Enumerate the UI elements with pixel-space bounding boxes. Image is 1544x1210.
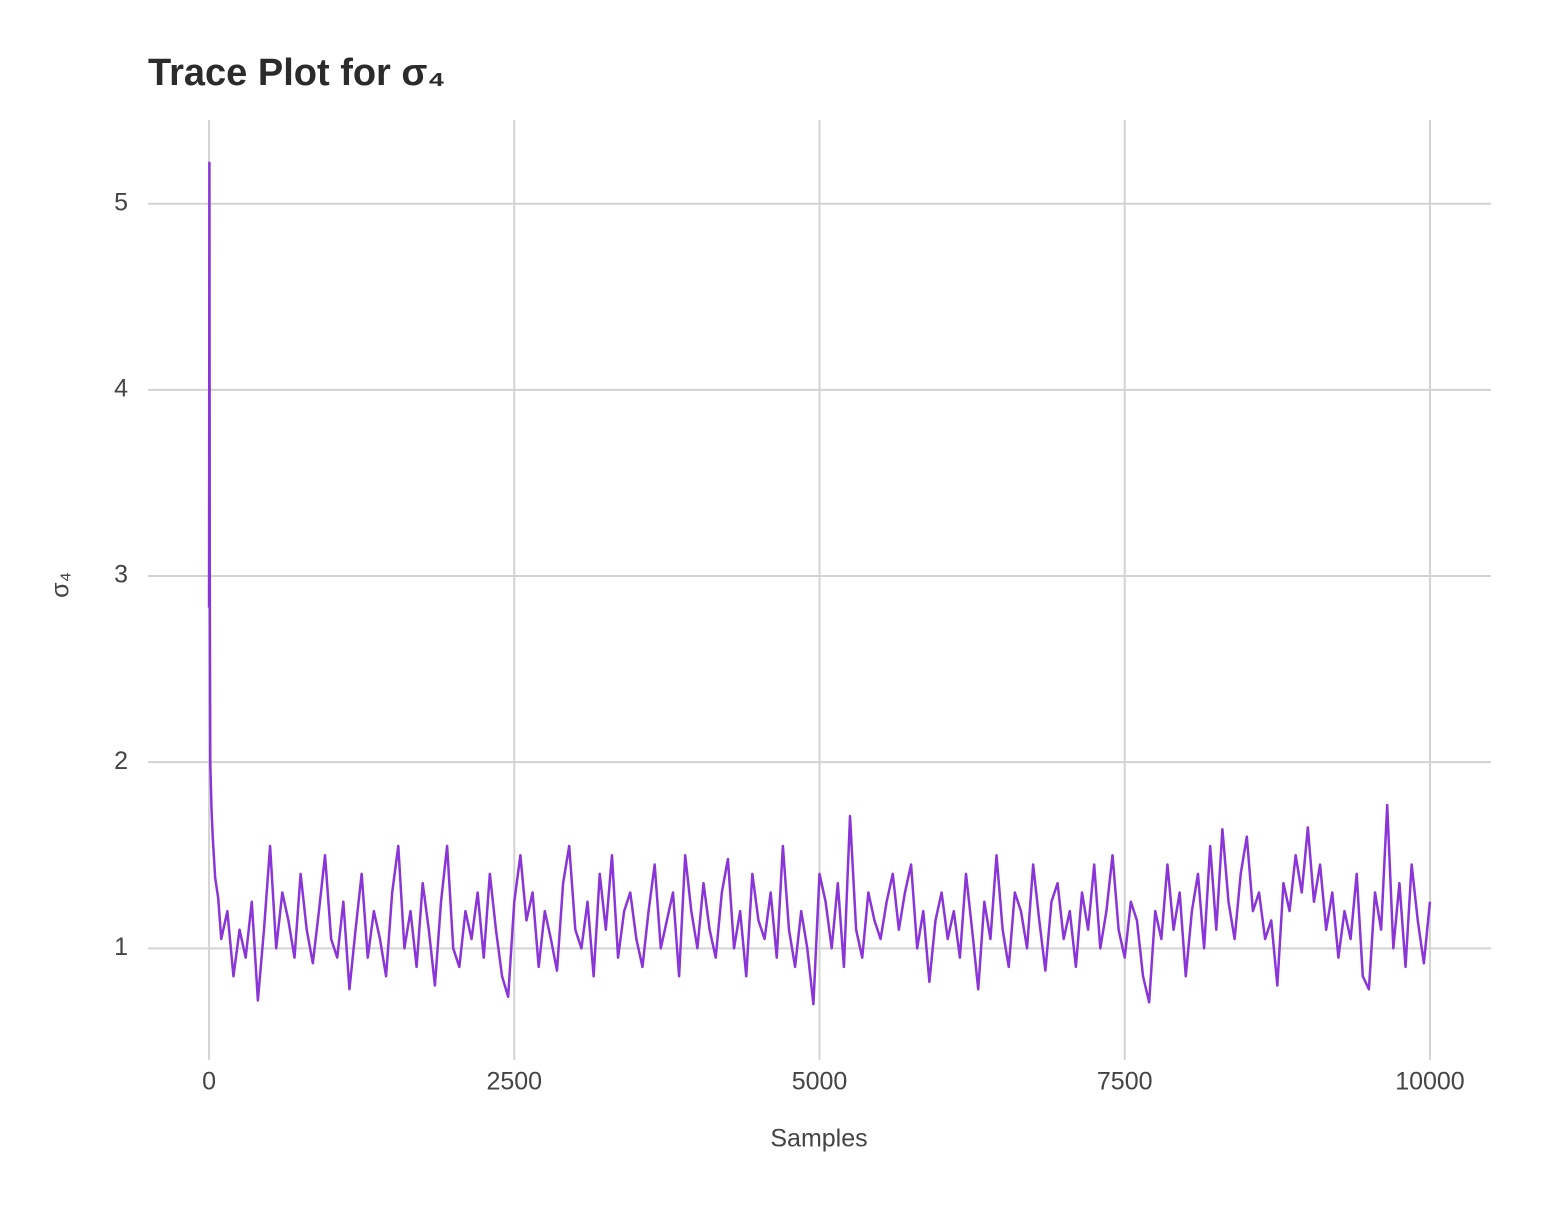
x-tick-label: 5000: [792, 1068, 848, 1096]
y-tick-label: 1: [114, 933, 128, 961]
y-tick-label: 4: [114, 375, 128, 403]
y-axis-label: σ₄: [47, 572, 75, 598]
x-tick-label: 0: [202, 1068, 216, 1096]
y-tick-label: 2: [114, 747, 128, 775]
y-tick-label: 3: [114, 561, 128, 589]
y-tick-label: 5: [114, 188, 128, 216]
x-tick-label: 7500: [1097, 1068, 1153, 1096]
chart-title: Trace Plot for σ₄: [148, 52, 446, 94]
x-axis-label: Samples: [770, 1125, 867, 1153]
trace-line: [207, 161, 1432, 1006]
x-tick-label: 10000: [1395, 1068, 1465, 1096]
x-tick-label: 2500: [486, 1068, 542, 1096]
